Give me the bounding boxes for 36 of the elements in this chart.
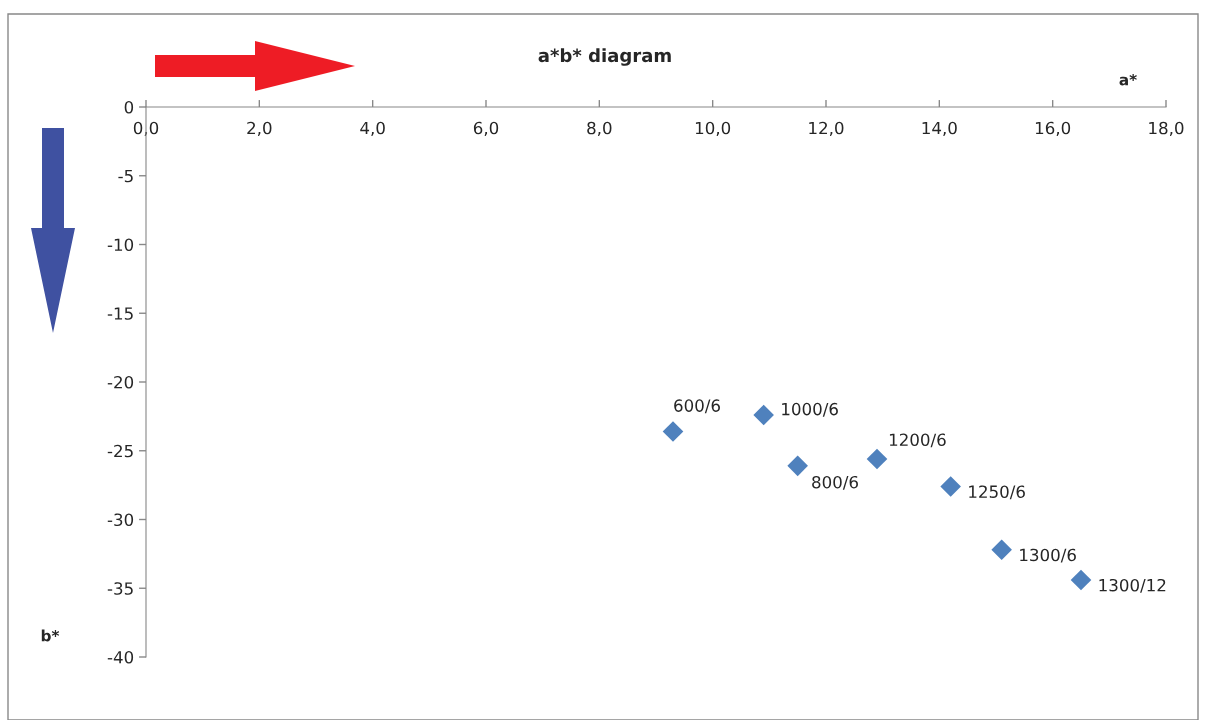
annotation: 1000/6 [782, 402, 838, 417]
x-tick-label: 4,0 [360, 121, 385, 137]
y-tick-label: -10 [107, 238, 134, 252]
x-axis-title: a* [1119, 73, 1137, 86]
point [940, 476, 961, 497]
x-tick-label: 10,0 [695, 121, 731, 137]
y-tick-label: -40 [107, 650, 134, 664]
annotation: 1250/6 [969, 485, 1025, 500]
y-tick-label: -20 [107, 375, 134, 389]
chart-title: a*b* diagram [538, 48, 671, 66]
y-tick-label: -35 [107, 582, 133, 595]
point [866, 448, 888, 470]
x-tick-label: 6,0 [473, 121, 499, 137]
x-tick-label: 2,0 [247, 121, 272, 137]
annotation: 1200/6 [889, 433, 946, 448]
y-axis-title: b* [41, 629, 60, 642]
point [991, 539, 1012, 561]
y-tick-label: -5 [118, 169, 133, 183]
point [1070, 569, 1092, 591]
y-tick-label: 0 [124, 100, 134, 114]
point [662, 421, 684, 442]
point [753, 404, 774, 426]
y-tick-label: -15 [107, 307, 133, 320]
x-tick-label: 12,0 [809, 121, 844, 137]
point [787, 455, 808, 477]
annotation: 1300/6 [1020, 548, 1076, 563]
y-tick-label: -25 [107, 444, 133, 458]
x-tick-label: 16,0 [1035, 121, 1071, 137]
annotation: 800/6 [812, 475, 858, 490]
x-tick-label: 0,0 [133, 121, 159, 137]
x-tick-label: 14,0 [922, 121, 957, 137]
annotation: 600/6 [674, 399, 720, 414]
annotation: 1300/12 [1099, 578, 1166, 593]
x-tick-label: 8,0 [587, 121, 612, 137]
y-tick-label: -30 [107, 513, 134, 527]
x-tick-label: 18,0 [1149, 121, 1184, 137]
